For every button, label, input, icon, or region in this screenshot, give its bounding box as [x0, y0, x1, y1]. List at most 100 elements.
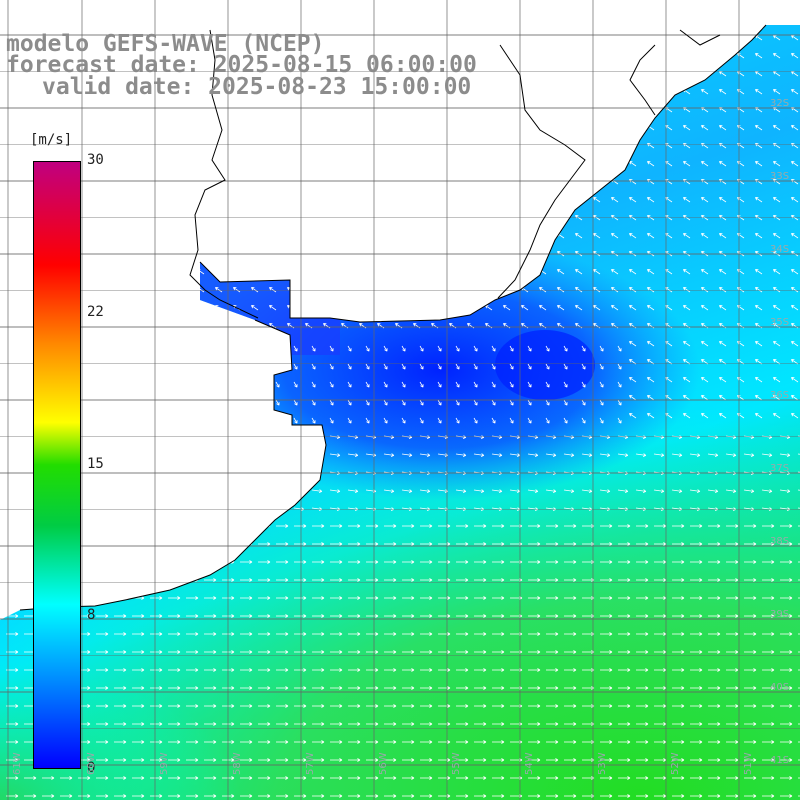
- wind-arrow: [330, 758, 343, 762]
- wind-arrow: [402, 794, 415, 798]
- wind-arrow: [420, 524, 433, 528]
- wind-arrow: [780, 614, 793, 618]
- wind-arrow: [437, 345, 442, 352]
- wind-arrow: [791, 341, 799, 347]
- wind-arrow: [258, 668, 271, 672]
- wind-arrow: [654, 650, 667, 654]
- wind-arrow: [773, 125, 781, 131]
- wind-arrow: [348, 614, 361, 618]
- wind-arrow: [455, 381, 460, 388]
- wind-arrow: [557, 287, 565, 293]
- wind-arrow: [455, 417, 460, 424]
- wind-arrow: [528, 668, 541, 672]
- wind-arrow: [762, 704, 775, 708]
- longitude-label: 53W: [597, 752, 608, 775]
- wind-arrow: [701, 125, 709, 131]
- wind-arrow: [132, 740, 145, 744]
- wind-arrow: [647, 287, 655, 293]
- wind-arrow: [672, 578, 685, 582]
- wind-arrow: [402, 542, 415, 546]
- wind-arrow: [690, 776, 703, 780]
- wind-arrow: [773, 233, 781, 239]
- wind-arrow: [690, 542, 703, 546]
- wind-arrow: [276, 650, 289, 654]
- wind-arrow: [456, 686, 469, 690]
- wind-arrow: [366, 668, 379, 672]
- wind-arrow: [294, 758, 307, 762]
- wind-arrow: [521, 305, 529, 311]
- wind-arrow: [276, 596, 289, 600]
- wind-arrow: [617, 489, 629, 493]
- wind-arrow: [780, 632, 793, 636]
- wind-arrow: [683, 395, 691, 401]
- wind-arrow: [701, 305, 709, 311]
- wind-arrow: [311, 363, 316, 370]
- wind-arrow: [269, 287, 277, 293]
- wind-arrow: [744, 740, 757, 744]
- wind-arrow: [690, 704, 703, 708]
- wind-arrow: [600, 686, 613, 690]
- wind-arrow: [294, 794, 307, 798]
- wind-arrow: [755, 233, 763, 239]
- wind-arrow: [629, 377, 637, 383]
- wind-arrow: [701, 143, 709, 149]
- wind-arrow: [708, 650, 721, 654]
- wind-arrow: [96, 668, 109, 672]
- wind-arrow: [294, 722, 307, 726]
- wind-arrow: [240, 704, 253, 708]
- wind-arrow: [474, 758, 487, 762]
- wind-arrow: [618, 614, 631, 618]
- wind-arrow: [600, 632, 613, 636]
- wind-arrow: [419, 363, 424, 370]
- wind-arrow: [419, 489, 431, 493]
- wind-arrow: [564, 668, 577, 672]
- wind-arrow: [240, 668, 253, 672]
- wind-arrow: [527, 489, 539, 493]
- wind-arrow: [312, 758, 325, 762]
- wind-arrow: [366, 704, 379, 708]
- wind-arrow: [719, 269, 727, 275]
- wind-arrow: [654, 632, 667, 636]
- wind-arrow: [791, 197, 799, 203]
- wind-arrow: [528, 776, 541, 780]
- wind-arrow: [719, 233, 727, 239]
- wind-arrow: [528, 578, 541, 582]
- wind-arrow: [204, 722, 217, 726]
- wind-arrow: [276, 704, 289, 708]
- wind-arrow: [564, 758, 577, 762]
- wind-arrow: [240, 614, 253, 618]
- wind-arrow: [401, 345, 406, 352]
- wind-arrow: [528, 722, 541, 726]
- wind-arrow: [275, 399, 280, 406]
- wind-arrow: [600, 650, 613, 654]
- wind-arrow: [564, 524, 577, 528]
- wind-arrow: [294, 542, 307, 546]
- wind-arrow: [420, 794, 433, 798]
- wind-arrow: [744, 650, 757, 654]
- wind-arrow: [563, 363, 568, 370]
- wind-arrow: [311, 489, 323, 493]
- wind-arrow: [528, 758, 541, 762]
- wind-arrow: [629, 395, 637, 401]
- wind-arrow: [276, 794, 289, 798]
- wind-arrow: [600, 614, 613, 618]
- wind-arrow: [384, 614, 397, 618]
- wind-arrow: [744, 758, 757, 762]
- wind-arrow: [708, 560, 721, 564]
- wind-arrow: [636, 524, 649, 528]
- wind-arrow: [168, 632, 181, 636]
- wind-arrow: [647, 305, 655, 311]
- wind-arrow: [744, 632, 757, 636]
- wind-arrow: [437, 381, 442, 388]
- wind-arrow: [330, 722, 343, 726]
- wind-arrow: [258, 704, 271, 708]
- wind-arrow: [455, 489, 467, 493]
- wind-arrow: [275, 381, 280, 388]
- wind-arrow: [150, 704, 163, 708]
- wind-arrow: [527, 417, 532, 424]
- wind-arrow: [719, 341, 727, 347]
- wind-arrow: [438, 740, 451, 744]
- wind-arrow: [240, 758, 253, 762]
- wind-arrow: [690, 614, 703, 618]
